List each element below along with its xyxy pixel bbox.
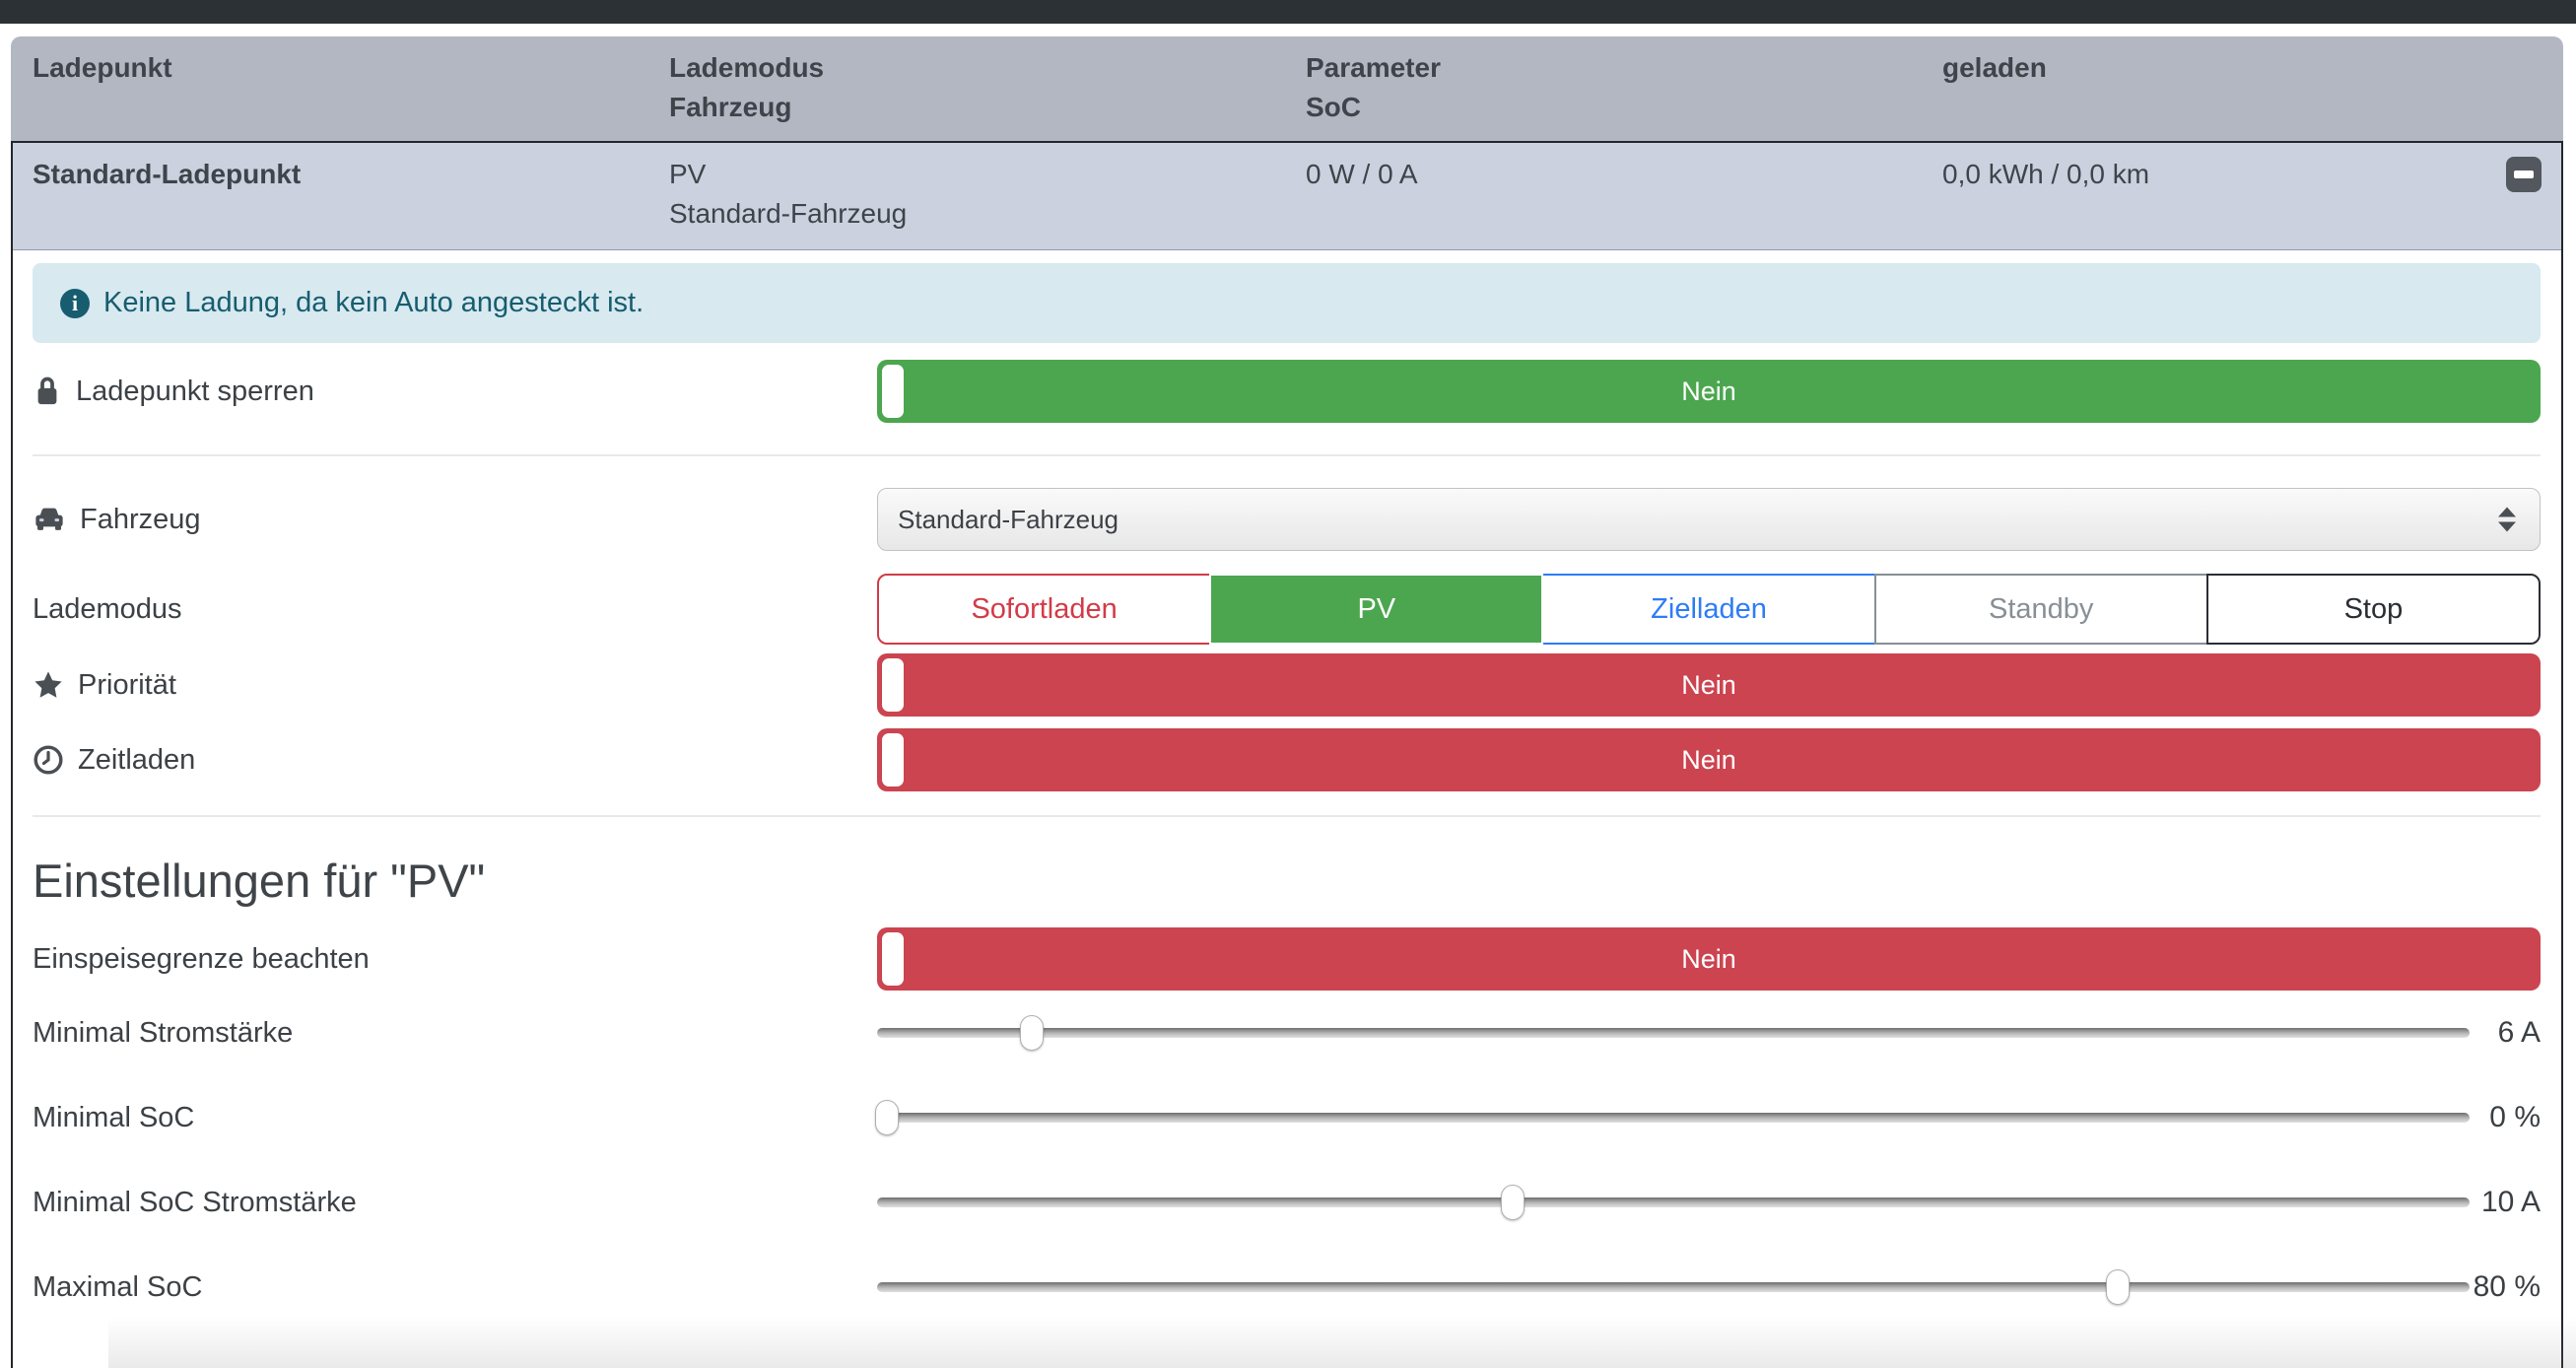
divider — [33, 454, 2541, 456]
min-soc-value: 0 % — [2489, 1101, 2541, 1133]
priority-label: Priorität — [78, 668, 176, 701]
timecharge-toggle-value: Nein — [1681, 744, 1736, 775]
vehicle-select-value: Standard-Fahrzeug — [898, 504, 1119, 534]
vehicle-label: Fahrzeug — [80, 503, 201, 535]
priority-toggle-value: Nein — [1681, 669, 1736, 700]
charge-point-parameter-cell: 0 W / 0 A — [1306, 155, 1942, 249]
charge-point-panel: Ladepunkt Lademodus Fahrzeug Parameter S… — [11, 36, 2563, 1368]
charge-point-name: Standard-Ladepunkt — [33, 159, 302, 189]
charge-point-name-cell: Standard-Ladepunkt — [33, 155, 669, 249]
feed-in-limit-label-group: Einspeisegrenze beachten — [33, 943, 877, 976]
column-header-parameter-soc: Parameter SoC — [1306, 52, 1441, 122]
charge-point-charged: 0,0 kWh / 0,0 km — [1942, 159, 2150, 189]
chargemode-button-group: Sofortladen PV Zielladen Standby Stop — [877, 574, 2542, 645]
no-charge-alert: i Keine Ladung, da kein Auto angesteckt … — [33, 263, 2541, 343]
divider — [33, 815, 2541, 817]
slider-thumb[interactable] — [1500, 1185, 1525, 1220]
lock-toggle-value: Nein — [1681, 376, 1736, 406]
max-soc-label: Maximal SoC — [33, 1270, 203, 1303]
slider-track[interactable] — [877, 1282, 2470, 1292]
charge-point-summary-row: Standard-Ladepunkt PV Standard-Fahrzeug … — [13, 143, 2561, 250]
mode-stop-button[interactable]: Stop — [2205, 574, 2542, 645]
top-navbar — [0, 0, 2576, 24]
min-soc-label: Minimal SoC — [33, 1101, 195, 1133]
min-soc-slider-row: Minimal SoC 0 % — [33, 1075, 2541, 1160]
alert-message: Keine Ladung, da kein Auto angesteckt is… — [103, 287, 644, 318]
lock-toggle[interactable]: Nein — [877, 360, 2541, 423]
column-header-lademodus-fahrzeug: Lademodus Fahrzeug — [669, 52, 825, 122]
minus-icon — [2514, 171, 2534, 178]
feed-in-limit-toggle[interactable]: Nein — [877, 927, 2541, 991]
car-icon — [35, 508, 63, 530]
timecharge-toggle[interactable]: Nein — [877, 728, 2541, 791]
lock-toggle-handle[interactable] — [882, 365, 904, 418]
min-soc-current-slider-row: Minimal SoC Stromstärke 10 A — [33, 1160, 2541, 1245]
mode-pv-button[interactable]: PV — [1209, 574, 1544, 645]
vehicle-row: Fahrzeug Standard-Fahrzeug — [33, 488, 2541, 551]
table-header: Ladepunkt Lademodus Fahrzeug Parameter S… — [11, 36, 2563, 141]
charge-point-vehicle: Standard-Fahrzeug — [669, 198, 908, 229]
timecharge-label-group: Zeitladen — [33, 744, 877, 777]
min-soc-current-slider[interactable] — [877, 1183, 2470, 1222]
lock-label: Ladepunkt sperren — [76, 375, 314, 407]
max-soc-value: 80 % — [2473, 1270, 2541, 1303]
priority-label-group: Priorität — [33, 669, 877, 702]
slider-thumb[interactable] — [1019, 1015, 1044, 1051]
collapse-button[interactable] — [2506, 157, 2542, 192]
feed-in-limit-row: Einspeisegrenze beachten Nein — [33, 927, 2541, 991]
lock-row: Ladepunkt sperren Nein — [33, 360, 2541, 423]
vehicle-label-group: Fahrzeug — [33, 504, 877, 536]
priority-row: Priorität Nein — [33, 653, 2541, 717]
column-header-ladepunkt: Ladepunkt — [33, 52, 172, 83]
chargemode-label-group: Lademodus — [33, 593, 877, 626]
charge-point-charged-cell: 0,0 kWh / 0,0 km — [1942, 155, 2542, 249]
charge-point-mode: PV — [669, 159, 707, 189]
min-current-slider[interactable] — [877, 1013, 2470, 1053]
slider-track[interactable] — [877, 1197, 2470, 1207]
chargemode-label: Lademodus — [33, 592, 182, 625]
max-soc-slider[interactable] — [877, 1267, 2470, 1307]
charge-point-mode-cell: PV Standard-Fahrzeug — [669, 155, 1306, 249]
info-icon: i — [60, 288, 90, 318]
timecharge-row: Zeitladen Nein — [33, 728, 2541, 791]
star-icon — [34, 671, 62, 698]
slider-thumb[interactable] — [2105, 1269, 2130, 1305]
lock-label-group: Ladepunkt sperren — [33, 375, 877, 408]
select-stepper-icon — [2498, 507, 2516, 532]
feed-in-limit-toggle-handle[interactable] — [882, 932, 904, 986]
vehicle-select[interactable]: Standard-Fahrzeug — [877, 488, 2541, 551]
slider-track[interactable] — [877, 1028, 2470, 1038]
charge-point-power: 0 W / 0 A — [1306, 159, 1418, 189]
lock-icon — [37, 376, 57, 405]
mode-sofortladen-button[interactable]: Sofortladen — [877, 574, 1212, 645]
charge-point-body: i Keine Ladung, da kein Auto angesteckt … — [13, 250, 2561, 1330]
min-soc-current-label: Minimal SoC Stromstärke — [33, 1186, 357, 1218]
priority-toggle[interactable]: Nein — [877, 653, 2541, 717]
min-current-label: Minimal Stromstärke — [33, 1016, 294, 1049]
feed-in-limit-toggle-value: Nein — [1681, 943, 1736, 974]
priority-toggle-handle[interactable] — [882, 658, 904, 712]
min-current-value: 6 A — [2497, 1016, 2541, 1049]
min-current-slider-row: Minimal Stromstärke 6 A — [33, 991, 2541, 1075]
min-soc-current-value: 10 A — [2480, 1186, 2541, 1218]
mode-zielladen-button[interactable]: Zielladen — [1541, 574, 1876, 645]
slider-track[interactable] — [877, 1113, 2470, 1123]
mode-standby-button[interactable]: Standby — [1873, 574, 2208, 645]
timecharge-label: Zeitladen — [78, 743, 196, 776]
chargemode-row: Lademodus Sofortladen PV Zielladen Stand… — [33, 574, 2542, 645]
min-soc-slider[interactable] — [874, 1098, 2470, 1137]
feed-in-limit-label: Einspeisegrenze beachten — [33, 942, 370, 975]
clock-icon — [34, 745, 63, 775]
timecharge-toggle-handle[interactable] — [882, 733, 904, 787]
charge-point-card: Standard-Ladepunkt PV Standard-Fahrzeug … — [11, 141, 2563, 1368]
slider-thumb[interactable] — [874, 1100, 899, 1135]
column-header-geladen: geladen — [1942, 52, 2047, 83]
pv-settings-heading: Einstellungen für "PV" — [33, 855, 486, 907]
max-soc-slider-row: Maximal SoC 80 % — [33, 1245, 2541, 1330]
